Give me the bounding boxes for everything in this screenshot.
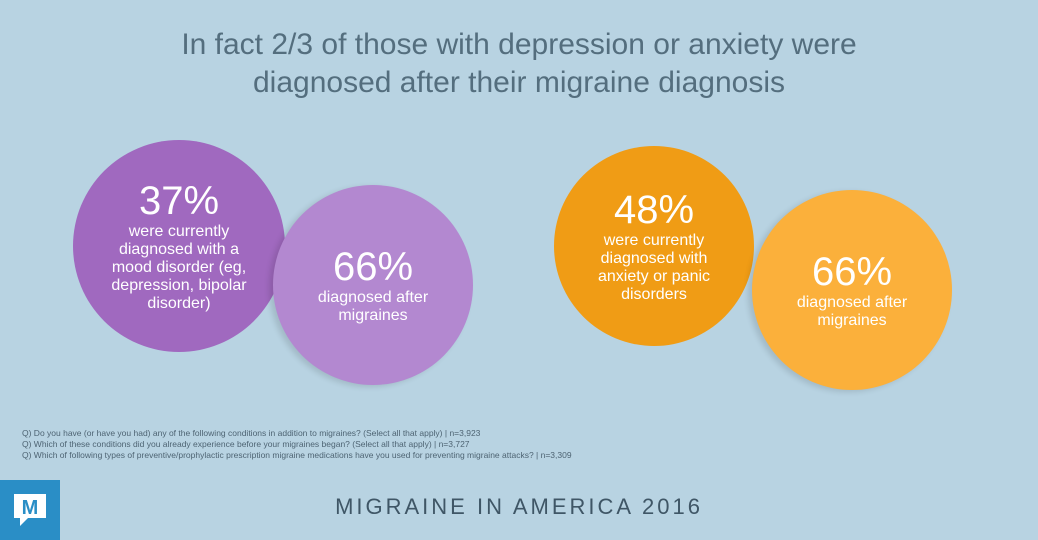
- mood-disorder-percent: 37%: [138, 179, 220, 223]
- footer-title: MIGRAINE IN AMERICA 2016: [335, 494, 703, 519]
- mood-after-percent: 66%: [332, 245, 414, 289]
- survey-note: Q) Do you have (or have you had) any of …: [22, 428, 481, 438]
- mood-disorder-circle: 37% were currently diagnosed with a mood…: [73, 140, 285, 352]
- title-line-1: In fact 2/3 of those with depression or …: [181, 28, 857, 61]
- logo-letter: M: [22, 497, 39, 519]
- title-line-2: diagnosed after their migraine diagnosis: [253, 66, 785, 99]
- mood-after-circle: 66% diagnosed after migraines: [273, 185, 473, 385]
- anxiety-after-description: diagnosed after migraines: [796, 294, 908, 329]
- page-title: In fact 2/3 of those with depression or …: [0, 26, 1038, 102]
- speech-bubble-icon: M: [14, 494, 46, 526]
- survey-notes: Q) Do you have (or have you had) any of …: [22, 428, 572, 461]
- anxiety-percent: 48%: [613, 188, 695, 232]
- anxiety-circle: 48% were currently diagnosed with anxiet…: [554, 146, 754, 346]
- survey-note: Q) Which of these conditions did you alr…: [22, 439, 470, 449]
- mood-disorder-description: were currently diagnosed with a mood dis…: [111, 223, 247, 312]
- logo: M: [0, 480, 60, 540]
- anxiety-after-percent: 66%: [811, 250, 893, 294]
- anxiety-after-circle: 66% diagnosed after migraines: [752, 190, 952, 390]
- anxiety-description: were currently diagnosed with anxiety or…: [597, 232, 711, 303]
- survey-note: Q) Which of following types of preventiv…: [22, 450, 572, 460]
- mood-after-description: diagnosed after migraines: [317, 289, 429, 324]
